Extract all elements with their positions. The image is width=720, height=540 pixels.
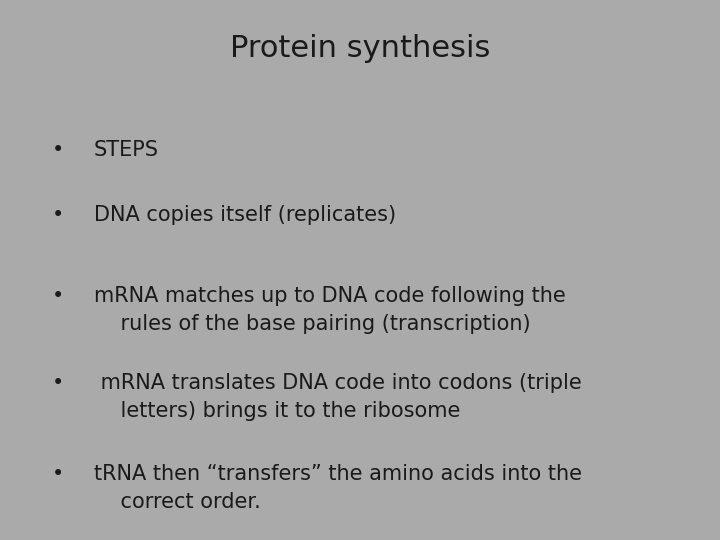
- Text: DNA copies itself (replicates): DNA copies itself (replicates): [94, 205, 396, 225]
- Text: •: •: [51, 140, 64, 160]
- Text: Protein synthesis: Protein synthesis: [230, 34, 490, 63]
- Text: •: •: [51, 464, 64, 484]
- Text: mRNA translates DNA code into codons (triple
    letters) brings it to the ribos: mRNA translates DNA code into codons (tr…: [94, 373, 581, 421]
- Text: •: •: [51, 373, 64, 393]
- Text: mRNA matches up to DNA code following the
    rules of the base pairing (transcr: mRNA matches up to DNA code following th…: [94, 286, 565, 334]
- Text: •: •: [51, 286, 64, 306]
- Text: tRNA then “transfers” the amino acids into the
    correct order.: tRNA then “transfers” the amino acids in…: [94, 464, 582, 512]
- Text: STEPS: STEPS: [94, 140, 158, 160]
- Text: •: •: [51, 205, 64, 225]
